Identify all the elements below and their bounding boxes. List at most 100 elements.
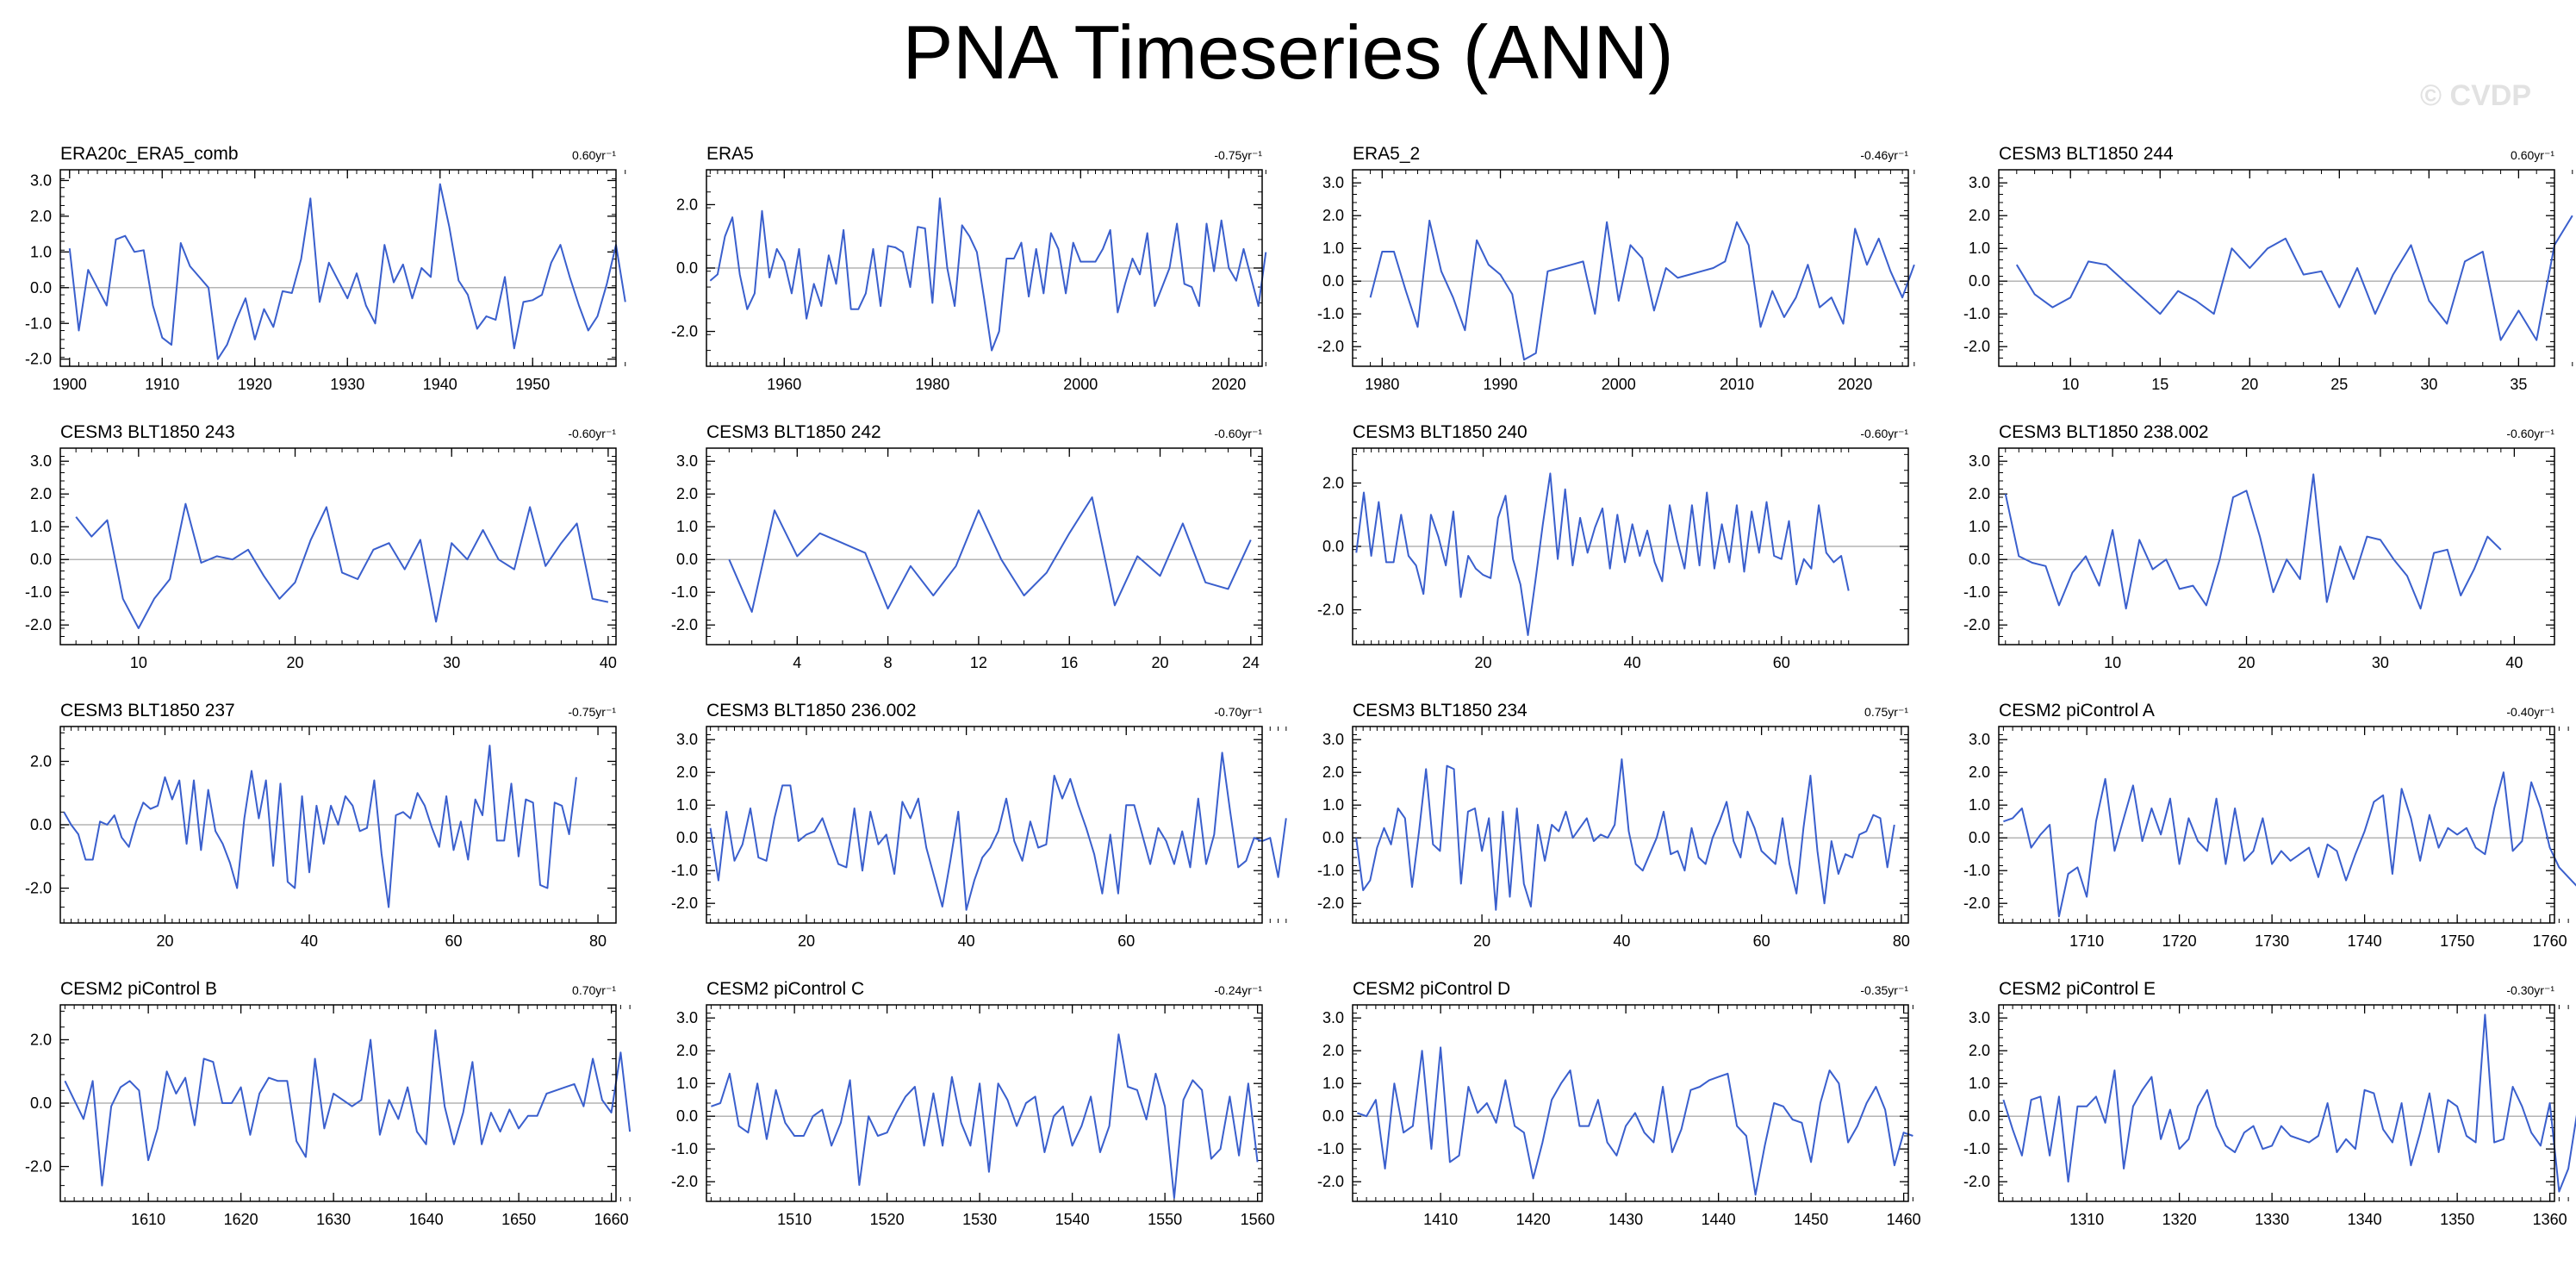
- plot-frame: [706, 1004, 1263, 1202]
- plot-frame: [706, 447, 1263, 645]
- x-tick-label: 1620: [224, 1211, 258, 1228]
- series-line: [1369, 219, 1915, 361]
- x-tick-label: 1440: [1702, 1211, 1736, 1228]
- x-tick-label: 40: [1613, 932, 1630, 950]
- y-tick-label: 1.0: [676, 518, 698, 535]
- y-tick-label: 2.0: [676, 764, 698, 781]
- y-tick-label: 1.0: [1969, 518, 1990, 535]
- panel-title: CESM2 piControl A: [1999, 701, 2155, 720]
- panel-12: CESM2 piControl A -0.40yr⁻¹ 3.0 2.0 1.0 0.0 -1…: [1963, 701, 2576, 950]
- x-tick-label: 1630: [316, 1211, 351, 1228]
- panel-title: CESM3 BLT1850 242: [706, 422, 881, 442]
- panel-title: CESM2 piControl B: [60, 979, 217, 999]
- x-tick-label: 60: [1773, 654, 1790, 671]
- y-tick-label: 3.0: [676, 731, 698, 748]
- x-tick-label: 10: [2104, 654, 2121, 671]
- series-line: [1355, 758, 1895, 911]
- y-tick-label: 2.0: [1322, 1042, 1344, 1059]
- trend-label: 0.70yr⁻¹: [572, 983, 616, 997]
- y-tick-label: 0.0: [30, 1094, 52, 1112]
- series-line: [728, 496, 1252, 613]
- series-line: [709, 197, 1267, 352]
- x-tick-label: 30: [2420, 376, 2437, 393]
- y-tick-label: 2.0: [1969, 1042, 1990, 1059]
- y-tick-label: 1.0: [30, 518, 52, 535]
- y-tick-label: -1.0: [1317, 305, 1344, 322]
- y-tick-label: 0.0: [30, 279, 52, 296]
- plot-frame: [59, 447, 617, 645]
- x-tick-label: 1640: [409, 1211, 444, 1228]
- series-line: [64, 1029, 632, 1187]
- trend-label: 0.75yr⁻¹: [1864, 705, 1908, 719]
- y-tick-label: 0.0: [1322, 272, 1344, 290]
- x-tick-label: 1450: [1794, 1211, 1828, 1228]
- series-line: [2002, 1013, 2576, 1193]
- panel-13: CESM2 piControl B 0.70yr⁻¹ 2.0 0.0 -2.0 1610 1…: [25, 979, 632, 1228]
- y-tick-label: -2.0: [1963, 338, 1990, 355]
- y-tick-label: 2.0: [30, 752, 52, 770]
- x-tick-label: 4: [793, 654, 801, 671]
- x-tick-label: 40: [600, 654, 617, 671]
- trend-label: 0.60yr⁻¹: [572, 148, 616, 162]
- y-tick-label: 3.0: [1969, 452, 1990, 470]
- x-tick-label: 1530: [962, 1211, 997, 1228]
- x-tick-label: 1430: [1608, 1211, 1643, 1228]
- x-tick-label: 1930: [330, 376, 364, 393]
- x-tick-label: 1650: [501, 1211, 536, 1228]
- x-tick-label: 1950: [515, 376, 550, 393]
- y-tick-label: 3.0: [30, 452, 52, 470]
- plot-frame: [1352, 447, 1909, 645]
- x-tick-label: 20: [1474, 654, 1491, 671]
- panel-title: CESM3 BLT1850 238.002: [1999, 422, 2209, 442]
- x-tick-label: 1980: [1365, 376, 1399, 393]
- x-tick-label: 60: [1117, 932, 1135, 950]
- x-tick-label: 40: [958, 932, 975, 950]
- series-line: [711, 1033, 1259, 1200]
- panel-title: ERA5: [706, 144, 754, 164]
- x-tick-label: 1520: [870, 1211, 905, 1228]
- panel-8: CESM3 BLT1850 238.002 -0.60yr⁻¹ 3.0 2.0 1.0 0…: [1963, 422, 2555, 671]
- y-tick-label: 1.0: [1322, 1075, 1344, 1092]
- x-tick-label: 12: [970, 654, 987, 671]
- x-tick-label: 1920: [238, 376, 272, 393]
- y-tick-label: 0.0: [1969, 1107, 1990, 1125]
- plot-frame: [1998, 726, 2555, 924]
- series-line: [1357, 1046, 1913, 1196]
- panel-11: CESM3 BLT1850 234 0.75yr⁻¹ 3.0 2.0 1.0 0.0 -1.…: [1317, 701, 1910, 950]
- panel-title: ERA5_2: [1353, 144, 1420, 164]
- series-line: [2003, 771, 2576, 918]
- y-tick-label: 1.0: [1969, 240, 1990, 257]
- chart-title: PNA Timeseries (ANN): [902, 9, 1674, 95]
- panel-title: CESM3 BLT1850 240: [1353, 422, 1528, 442]
- y-tick-label: 1.0: [676, 1075, 698, 1092]
- x-tick-label: 2000: [1063, 376, 1098, 393]
- y-tick-label: 1.0: [1322, 240, 1344, 257]
- y-tick-label: 2.0: [1322, 207, 1344, 224]
- x-tick-label: 1330: [2255, 1211, 2289, 1228]
- y-tick-label: 3.0: [1969, 731, 1990, 748]
- y-tick-label: 0.0: [1322, 829, 1344, 846]
- series-line: [68, 183, 626, 360]
- y-tick-label: 2.0: [1969, 485, 1990, 502]
- x-tick-label: 1610: [131, 1211, 165, 1228]
- y-tick-label: -2.0: [671, 895, 698, 912]
- plot-frame: [706, 169, 1263, 367]
- panel-4: CESM3 BLT1850 244 0.60yr⁻¹ 3.0 2.0 1.0 0.0 -1.…: [1963, 144, 2573, 393]
- y-tick-label: 0.0: [676, 1107, 698, 1125]
- x-tick-label: 20: [2238, 654, 2256, 671]
- y-tick-label: -2.0: [1317, 602, 1344, 619]
- series-line: [1355, 472, 1850, 636]
- panel-title: CESM2 piControl E: [1999, 979, 2156, 999]
- x-tick-label: 1760: [2533, 932, 2567, 950]
- plot-frame: [1352, 726, 1909, 924]
- plot-frame: [59, 726, 617, 924]
- x-tick-label: 20: [156, 932, 173, 950]
- y-tick-label: -2.0: [671, 323, 698, 340]
- y-tick-label: -1.0: [1317, 862, 1344, 879]
- panel-9: CESM3 BLT1850 237 -0.75yr⁻¹ 2.0 0.0 -2.0 20 40…: [25, 701, 617, 950]
- y-tick-label: 1.0: [676, 796, 698, 814]
- x-tick-label: 60: [445, 932, 463, 950]
- trend-label: -0.70yr⁻¹: [1214, 705, 1262, 719]
- x-tick-label: 24: [1242, 654, 1260, 671]
- y-tick-label: -1.0: [1963, 1140, 1990, 1157]
